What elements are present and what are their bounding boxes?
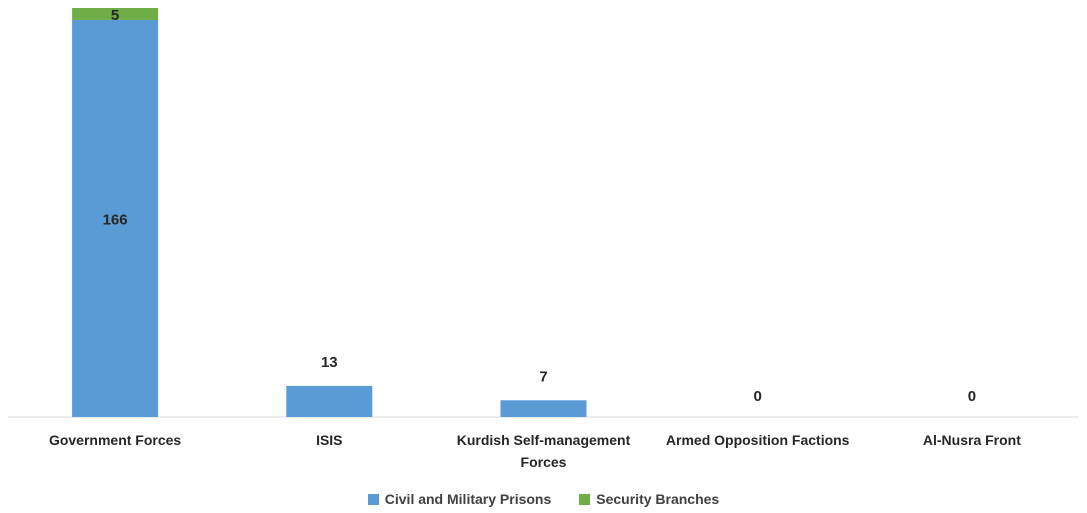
legend-label-security-branches: Security Branches	[596, 491, 720, 507]
legend-item-security-branches: Security Branches	[579, 491, 719, 507]
bar-government-forces-security-branches	[72, 8, 159, 20]
data-label-kurdish-self-management-forces-civil-and-military-prisons: 7	[539, 368, 547, 385]
legend-swatch-security-branches	[579, 493, 591, 505]
chart-plot: Government Forces ISIS Kurdish Self-manage…	[8, 7, 1079, 470]
x-tick-label-kurdish-self-management-forces: Kurdish Self-management Forces	[457, 432, 631, 470]
data-label-isis-civil-and-military-prisons: 13	[321, 354, 338, 371]
data-label-armed-opposition-factions-civil-and-military-prisons: 0	[754, 388, 762, 405]
legend-item-civil-military-prisons: Civil and Military Prisons	[367, 491, 552, 507]
legend: Civil and Military Prisons Security Bran…	[0, 487, 1087, 511]
data-label-government-forces-security-branches: 5	[111, 7, 119, 24]
legend-label-civil-military-prisons: Civil and Military Prisons	[384, 491, 552, 507]
data-label-government-forces-civil-and-military-prisons: 166	[103, 211, 128, 228]
x-tick-label-armed-opposition-factions: Armed Opposition Factions	[666, 432, 850, 448]
bar-isis-civil-and-military-prisons	[286, 385, 373, 417]
legend-swatch-civil-military-prisons	[367, 493, 379, 505]
data-label-al-nusra-front-civil-and-military-prisons: 0	[968, 388, 976, 405]
x-tick-label-isis: ISIS	[316, 432, 342, 448]
bar-government-forces-civil-and-military-prisons	[72, 19, 159, 417]
x-tick-label-al-nusra-front: Al-Nusra Front	[923, 432, 1021, 448]
x-tick-label-government-forces: Government Forces	[49, 432, 181, 448]
bar-kurdish-self-management-forces-civil-and-military-prisons	[500, 400, 587, 417]
